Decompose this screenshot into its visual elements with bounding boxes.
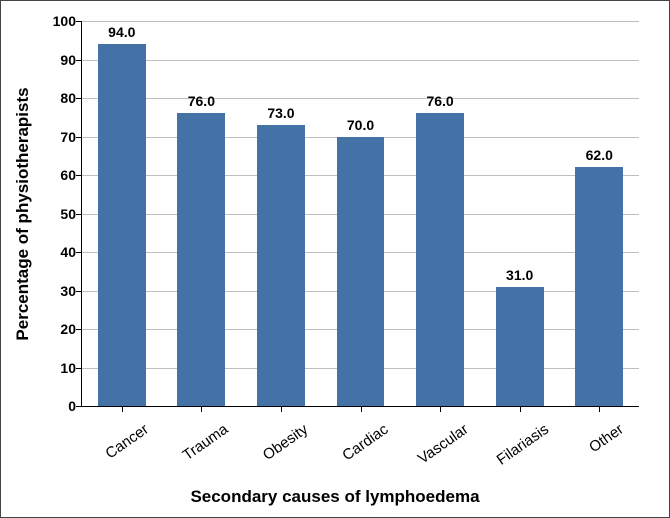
bar-slot: 62.0Other (559, 21, 639, 406)
bar-slot: 76.0Vascular (400, 21, 480, 406)
bar-rect (98, 44, 146, 406)
bar-value-label: 94.0 (108, 24, 135, 40)
plot-area: 0102030405060708090100 94.0Cancer76.0Tra… (81, 21, 639, 407)
bar-slot: 73.0Obesity (241, 21, 321, 406)
y-axis-title: Percentage of physiotherapists (13, 87, 33, 340)
bar-value-label: 73.0 (267, 105, 294, 121)
bar-slot: 70.0Cardiac (321, 21, 401, 406)
y-tick-label: 100 (53, 13, 82, 29)
x-tick-label: Obesity (249, 406, 311, 464)
bar-slot: 31.0Filariasis (480, 21, 560, 406)
y-axis-title-region: Percentage of physiotherapists (1, 21, 35, 407)
x-tick-mark (361, 406, 362, 412)
x-tick-label: Cardiac (329, 406, 391, 464)
bar-value-label: 76.0 (188, 93, 215, 109)
bar-rect (496, 287, 544, 406)
bar-rect (575, 167, 623, 406)
y-tick-label: 20 (60, 321, 82, 337)
y-tick-label: 40 (60, 244, 82, 260)
y-tick-label: 80 (60, 90, 82, 106)
x-tick-label: Trauma (170, 406, 232, 464)
y-tick-label: 10 (60, 360, 82, 376)
x-tick-mark (520, 406, 521, 412)
bars-row: 94.0Cancer76.0Trauma73.0Obesity70.0Cardi… (82, 21, 639, 406)
bar-rect (257, 125, 305, 406)
y-tick-label: 60 (60, 167, 82, 183)
x-tick-label: Vascular (405, 406, 472, 468)
x-tick-label: Filariasis (483, 406, 552, 469)
y-tick-label: 90 (60, 52, 82, 68)
x-tick-label: Cancer (92, 406, 152, 462)
bar-value-label: 62.0 (586, 147, 613, 163)
bar-value-label: 31.0 (506, 267, 533, 283)
bar-rect (177, 113, 225, 406)
bar-slot: 76.0Trauma (162, 21, 242, 406)
y-tick-label: 30 (60, 283, 82, 299)
y-tick-label: 50 (60, 206, 82, 222)
x-axis-title: Secondary causes of lymphoedema (1, 487, 669, 507)
bar-value-label: 70.0 (347, 117, 374, 133)
x-tick-label: Other (576, 406, 627, 456)
bar-value-label: 76.0 (426, 93, 453, 109)
chart-container: Percentage of physiotherapists Secondary… (0, 0, 670, 518)
bar-rect (416, 113, 464, 406)
x-tick-mark (440, 406, 441, 412)
bar-rect (337, 137, 385, 407)
y-tick-label: 70 (60, 129, 82, 145)
y-tick-label: 0 (68, 398, 82, 414)
bar-slot: 94.0Cancer (82, 21, 162, 406)
